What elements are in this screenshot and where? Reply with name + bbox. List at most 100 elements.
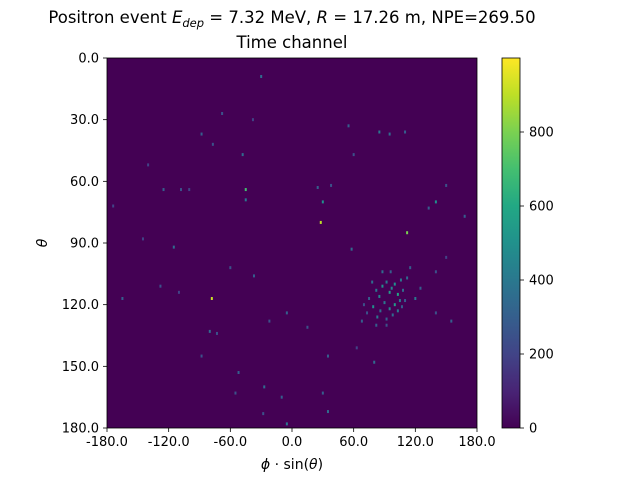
heatmap-cell	[221, 112, 224, 115]
heatmap-cell	[229, 266, 232, 270]
heatmap-cell	[112, 204, 115, 208]
heatmap-cell	[463, 214, 466, 218]
heatmap-cell	[375, 288, 378, 292]
y-tick-label: 120.0	[62, 298, 99, 313]
heatmap-cell	[237, 371, 240, 374]
heatmap-cell	[244, 198, 247, 202]
colorbar-tick-label: 200	[529, 348, 554, 363]
heatmap-cell	[404, 299, 407, 303]
heatmap-cell	[210, 297, 213, 300]
heatmap-cell	[251, 118, 254, 122]
heatmap-cell	[352, 153, 355, 157]
heatmap-cells	[112, 75, 466, 426]
heatmap-cell	[252, 274, 255, 278]
y-tick-label: 0.0	[78, 52, 99, 67]
heatmap-cell	[373, 360, 376, 364]
heatmap-cell	[241, 153, 244, 157]
chart-title: Positron event Edep = 7.32 MeV, R = 17.2…	[48, 8, 535, 30]
heatmap-cell	[402, 288, 404, 292]
heatmap-cell	[159, 284, 162, 288]
x-tick-label: 180.0	[458, 435, 495, 450]
heatmap-cell	[355, 346, 358, 350]
heatmap-cell	[285, 311, 288, 315]
heatmap-cell	[263, 385, 266, 389]
heatmap-cell	[390, 286, 393, 290]
heatmap-cell	[285, 422, 288, 426]
heatmap-cell	[211, 142, 214, 146]
heatmap-cell	[375, 323, 378, 327]
colorbar-tick-label: 0	[529, 422, 537, 437]
heatmap-cell	[445, 255, 448, 259]
x-axis-ticks: -180.0 -120.0 -60.0 0.0 60.0 120.0 180.0	[86, 428, 496, 450]
heatmap-cell	[388, 307, 391, 311]
colorbar-gradient	[502, 58, 520, 428]
heatmap-cell	[404, 130, 407, 134]
heatmap-cell	[121, 297, 124, 300]
heatmap-cell	[172, 245, 175, 249]
heatmap-cell	[372, 305, 375, 309]
heatmap-cell	[434, 270, 437, 274]
chart-subtitle: Time channel	[236, 33, 348, 52]
x-tick-label: -120.0	[148, 435, 190, 450]
plot-background	[107, 58, 477, 428]
heatmap-cell	[378, 130, 381, 134]
heatmap-cell	[381, 284, 384, 288]
heatmap-cell	[419, 286, 422, 290]
x-tick-label: 120.0	[397, 435, 434, 450]
x-axis-label: ϕ · sin(θ)	[261, 457, 323, 473]
heatmap-cell	[406, 231, 409, 235]
x-tick-label: 0.0	[282, 435, 303, 450]
heatmap-cell	[362, 303, 365, 307]
heatmap-cell	[141, 237, 144, 241]
colorbar-tick-label: 800	[529, 126, 554, 141]
heatmap-cell	[147, 163, 150, 167]
heatmap-cell	[234, 391, 237, 395]
heatmap-cell	[244, 188, 247, 192]
heatmap-cell	[396, 309, 399, 313]
heatmap-cell	[385, 280, 388, 284]
heatmap-cell	[379, 309, 382, 313]
heatmap-cell	[321, 200, 324, 204]
heatmap-cell	[319, 220, 322, 224]
heatmap-cell	[180, 188, 182, 192]
heatmap-cell	[200, 132, 203, 136]
colorbar-tick-label: 400	[529, 274, 554, 289]
y-tick-label: 90.0	[70, 237, 99, 252]
heatmap-cell	[260, 75, 263, 78]
heatmap-cell	[445, 183, 448, 187]
y-tick-label: 180.0	[62, 422, 99, 437]
heatmap-cell	[262, 412, 265, 416]
heatmap-cell	[388, 290, 391, 294]
heatmap-cell	[280, 395, 283, 399]
x-tick-label: -60.0	[214, 435, 248, 450]
heatmap-cell	[306, 325, 309, 329]
heatmap-cell	[399, 278, 402, 282]
heatmap-cell	[368, 297, 371, 300]
heatmap-cell	[393, 282, 396, 286]
heatmap-cell	[414, 297, 417, 300]
heatmap-cell	[215, 331, 218, 335]
heatmap-cell	[383, 301, 386, 305]
heatmap-cell	[434, 200, 437, 204]
heatmap-cell	[188, 188, 191, 192]
heatmap-cell	[427, 206, 430, 210]
heatmap-cell	[162, 188, 165, 192]
heatmap-cell	[406, 276, 409, 280]
y-axis-ticks: 0.0 30.0 60.0 90.0 120.0 150.0 180.0	[62, 52, 107, 437]
heatmap-cell	[366, 311, 369, 315]
heatmap-cell	[316, 186, 319, 189]
heatmap-cell	[381, 270, 384, 274]
heatmap-cell	[393, 303, 396, 307]
heatmap-cell	[385, 323, 388, 327]
heatmap-cell	[371, 280, 374, 284]
heatmap-cell	[326, 410, 329, 414]
heatmap-cell	[347, 124, 350, 128]
heatmap-cell	[208, 329, 211, 333]
heatmap-cell	[409, 266, 412, 270]
heatmap-cell	[385, 317, 388, 321]
heatmap-cell	[200, 354, 203, 358]
heatmap-cell	[388, 132, 391, 136]
plot-area	[106, 57, 478, 429]
heatmap-cell	[350, 247, 353, 251]
